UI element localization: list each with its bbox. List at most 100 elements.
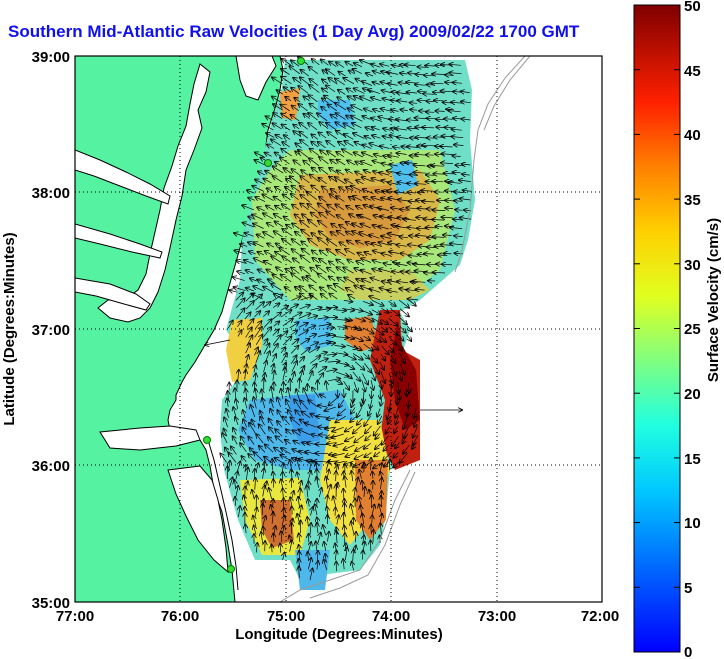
velocity-arrow <box>317 551 318 561</box>
velocity-arrow <box>372 372 375 380</box>
velocity-arrow <box>355 454 364 459</box>
velocity-arrow <box>462 164 471 165</box>
velocity-arrow <box>371 309 381 315</box>
velocity-arrow <box>311 134 319 140</box>
velocity-arrow <box>293 160 302 166</box>
velocity-arrow <box>414 415 418 427</box>
velocity-arrow <box>337 267 346 274</box>
velocity-arrow <box>251 405 256 418</box>
velocity-arrow <box>397 281 409 283</box>
velocity-arrow <box>336 62 345 68</box>
velocity-arrow <box>273 104 283 111</box>
velocity-arrow <box>414 172 427 173</box>
velocity-arrow <box>272 330 279 336</box>
velocity-arrow <box>274 231 283 238</box>
velocity-arrow <box>400 363 404 375</box>
velocity-arrow <box>325 406 336 411</box>
velocity-arrow <box>296 458 301 471</box>
x-tick-label: 74:00 <box>372 608 410 625</box>
velocity-arrow <box>382 163 390 165</box>
station-marker[interactable] <box>203 436 211 444</box>
velocity-arrow <box>307 192 318 200</box>
velocity-arrow <box>380 64 390 66</box>
albemarle-sound <box>99 425 201 451</box>
velocity-arrow <box>354 63 363 68</box>
velocity-arrow <box>391 110 399 112</box>
velocity-arrow <box>254 327 262 338</box>
velocity-arrow <box>337 97 347 104</box>
velocity-arrow <box>441 91 453 92</box>
velocity-arrow <box>347 241 355 245</box>
velocity-arrow <box>300 339 309 345</box>
velocity-arrow <box>252 186 264 192</box>
velocity-arrow <box>345 543 346 552</box>
velocity-arrow <box>400 453 408 463</box>
velocity-arrow <box>378 415 383 424</box>
velocity-arrow <box>412 442 416 449</box>
velocity-arrow <box>339 399 345 408</box>
velocity-arrow <box>275 162 282 167</box>
velocity-arrow <box>309 334 316 337</box>
velocity-arrow <box>396 245 407 247</box>
velocity-arrow <box>381 109 391 112</box>
velocity-arrow <box>317 309 331 311</box>
velocity-arrow <box>336 353 347 355</box>
velocity-arrow <box>335 122 346 129</box>
velocity-arrow <box>382 435 389 445</box>
velocity-arrow <box>346 288 355 293</box>
velocity-arrow <box>258 270 266 274</box>
velocity-arrow <box>265 171 273 176</box>
velocity-arrow <box>249 423 257 435</box>
station-marker[interactable] <box>264 159 272 167</box>
velocity-arrow <box>303 388 309 400</box>
velocity-arrow <box>236 472 238 480</box>
velocity-arrows <box>205 57 472 581</box>
velocity-arrow <box>273 166 284 174</box>
velocity-arrow <box>309 342 318 347</box>
velocity-arrow <box>368 408 371 416</box>
station-marker[interactable] <box>297 57 305 65</box>
velocity-arrow <box>309 85 320 93</box>
velocity-arrow <box>230 478 233 488</box>
velocity-arrow <box>254 311 261 318</box>
velocity-arrow <box>308 558 311 570</box>
velocity-arrow <box>274 214 282 220</box>
bathymetry-contours <box>279 56 531 602</box>
velocity-arrow <box>254 365 256 373</box>
velocity-arrow <box>337 515 339 525</box>
velocity-arrow <box>261 532 263 544</box>
velocity-arrow <box>398 299 409 308</box>
velocity-arrow <box>281 389 283 400</box>
velocity-arrow <box>308 400 319 408</box>
velocity-arrow <box>291 194 299 200</box>
velocity-arrow <box>426 227 437 228</box>
velocity-arrow <box>292 249 300 255</box>
velocity-arrow <box>351 407 356 413</box>
velocity-arrow <box>372 317 382 324</box>
velocity-arrow <box>374 425 381 436</box>
velocity-arrow <box>312 250 319 256</box>
station-marker[interactable] <box>227 565 235 573</box>
velocity-arrow <box>262 398 265 409</box>
velocity-arrow <box>353 327 361 330</box>
velocity-arrow <box>378 117 390 120</box>
velocity-arrow <box>381 478 382 490</box>
velocity-arrow <box>443 235 452 236</box>
velocity-arrow <box>453 118 462 119</box>
velocity-arrow <box>309 67 319 75</box>
velocity-arrow <box>319 259 327 265</box>
velocity-arrow <box>462 174 470 175</box>
velocity-arrow <box>371 343 379 350</box>
velocity-arrow <box>345 435 355 441</box>
velocity-arrow <box>235 497 236 506</box>
velocity-arrow <box>308 239 319 247</box>
velocity-arrow <box>375 442 382 449</box>
velocity-arrow <box>392 271 400 272</box>
velocity-arrow <box>293 78 302 84</box>
velocity-arrow <box>406 334 412 341</box>
velocity-arrow <box>308 123 318 131</box>
velocity-arrow <box>332 426 344 431</box>
velocity-arrow <box>422 127 435 128</box>
velocity-arrow <box>262 194 274 201</box>
velocity-arrow <box>316 477 318 488</box>
